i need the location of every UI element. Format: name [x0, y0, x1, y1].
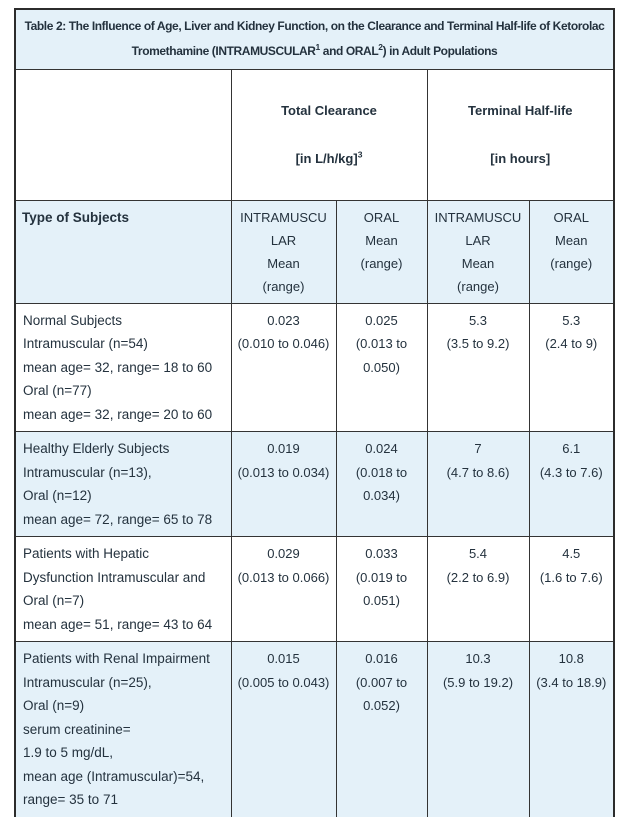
footnote-ref-3: 3 [357, 149, 363, 160]
group-header-name: Total Clearance [281, 102, 377, 118]
cell-im-halflife: 7 (4.7 to 8.6) [426, 431, 530, 537]
table-row-normal-subjects: Normal Subjects Intramuscular (n=54) mea… [14, 302, 615, 432]
cell-oral-clearance: 0.033 (0.019 to 0.051) [335, 536, 428, 642]
cell-oral-halflife: 4.5 (1.6 to 7.6) [528, 536, 615, 642]
column-header-im-clearance: INTRAMUSCULAR Mean (range) [230, 199, 337, 304]
table-title: Table 2: The Influence of Age, Liver and… [14, 8, 615, 70]
cell-subject: Healthy Elderly Subjects Intramuscular (… [14, 431, 232, 537]
footnote-ref-1: 1 [315, 42, 321, 53]
table-title-row: Table 2: The Influence of Age, Liver and… [14, 8, 615, 70]
ketorolac-pharmacokinetics-table: Table 2: The Influence of Age, Liver and… [14, 8, 616, 817]
cell-subject: Patients with Renal Impairment Intramusc… [14, 641, 232, 817]
cell-oral-clearance: 0.016 (0.007 to 0.052) [335, 641, 428, 817]
group-header-total-clearance: Total Clearance [in L/h/kg]3 [230, 68, 428, 201]
group-header-unit: [in hours] [490, 150, 551, 166]
group-header-name: Terminal Half-life [468, 102, 573, 118]
empty-corner-cell [14, 68, 232, 201]
group-header-terminal-halflife: Terminal Half-life [in hours] [426, 68, 615, 201]
table-title-text: and ORAL [319, 44, 379, 59]
cell-oral-halflife: 5.3 (2.4 to 9) [528, 302, 615, 432]
column-header-im-halflife: INTRAMUSCULAR Mean (range) [426, 199, 530, 304]
footnote-ref-2: 2 [378, 42, 383, 53]
cell-oral-halflife: 10.8 (3.4 to 18.9) [528, 641, 615, 817]
column-header-type-of-subjects: Type of Subjects [14, 199, 232, 304]
table-row-renal-impairment: Patients with Renal Impairment Intramusc… [14, 641, 615, 817]
cell-subject: Patients with Hepatic Dysfunction Intram… [14, 536, 232, 642]
table-title-text: Table 2: The Influence of Age, Liver and… [24, 19, 605, 59]
table-row-hepatic-dysfunction: Patients with Hepatic Dysfunction Intram… [14, 536, 615, 642]
column-header-row: Type of Subjects INTRAMUSCULAR Mean (ran… [14, 199, 615, 304]
cell-im-clearance: 0.023 (0.010 to 0.046) [230, 302, 337, 432]
group-header-row: Total Clearance [in L/h/kg]3 Terminal Ha… [14, 68, 615, 201]
cell-im-halflife: 5.3 (3.5 to 9.2) [426, 302, 530, 432]
unit-text: [in L/h/kg] [295, 150, 358, 166]
cell-subject: Normal Subjects Intramuscular (n=54) mea… [14, 302, 232, 432]
cell-im-halflife: 5.4 (2.2 to 6.9) [426, 536, 530, 642]
column-header-oral-halflife: ORAL Mean (range) [528, 199, 615, 304]
cell-oral-halflife: 6.1 (4.3 to 7.6) [528, 431, 615, 537]
group-header-unit: [in L/h/kg]3 [238, 147, 421, 171]
cell-im-clearance: 0.015 (0.005 to 0.043) [230, 641, 337, 817]
column-header-oral-clearance: ORAL Mean (range) [335, 199, 428, 304]
cell-im-clearance: 0.019 (0.013 to 0.034) [230, 431, 337, 537]
cell-oral-clearance: 0.024 (0.018 to 0.034) [335, 431, 428, 537]
cell-im-halflife: 10.3 (5.9 to 19.2) [426, 641, 530, 817]
cell-oral-clearance: 0.025 (0.013 to 0.050) [335, 302, 428, 432]
table-title-text: ) in Adult Populations [382, 44, 498, 59]
table-row-healthy-elderly: Healthy Elderly Subjects Intramuscular (… [14, 431, 615, 537]
cell-im-clearance: 0.029 (0.013 to 0.066) [230, 536, 337, 642]
